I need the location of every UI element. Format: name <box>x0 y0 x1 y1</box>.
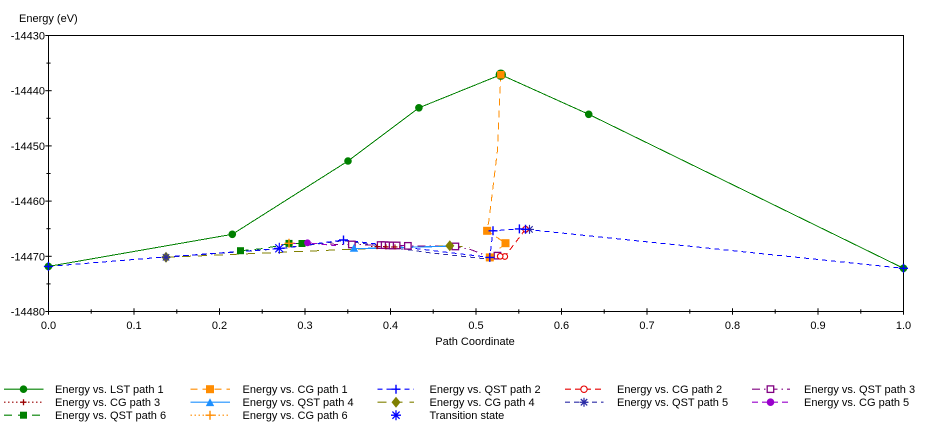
svg-text:Energy vs. CG path 6: Energy vs. CG path 6 <box>243 410 348 422</box>
svg-text:-14430: -14430 <box>11 31 45 43</box>
svg-text:Energy vs. CG path 3: Energy vs. CG path 3 <box>55 397 160 409</box>
svg-text:0.8: 0.8 <box>725 320 740 332</box>
svg-text:-14480: -14480 <box>11 307 45 319</box>
svg-text:Energy vs. LST path 1: Energy vs. LST path 1 <box>55 384 164 396</box>
svg-text:1.0: 1.0 <box>896 320 911 332</box>
svg-text:Transition state: Transition state <box>430 410 505 422</box>
svg-text:Energy (eV): Energy (eV) <box>19 13 78 25</box>
svg-text:0.0: 0.0 <box>41 320 56 332</box>
svg-text:Energy vs. CG path 4: Energy vs. CG path 4 <box>430 397 535 409</box>
svg-text:-14440: -14440 <box>11 86 45 98</box>
svg-text:0.2: 0.2 <box>212 320 227 332</box>
svg-text:0.7: 0.7 <box>639 320 654 332</box>
svg-text:-14470: -14470 <box>11 251 45 263</box>
svg-text:0.5: 0.5 <box>468 320 483 332</box>
svg-text:0.3: 0.3 <box>297 320 312 332</box>
svg-text:-14460: -14460 <box>11 196 45 208</box>
svg-text:Energy vs. QST path 2: Energy vs. QST path 2 <box>430 384 541 396</box>
svg-text:Path Coordinate: Path Coordinate <box>435 336 515 348</box>
svg-text:0.1: 0.1 <box>126 320 141 332</box>
svg-text:-14450: -14450 <box>11 141 45 153</box>
svg-text:Energy vs. QST path 3: Energy vs. QST path 3 <box>804 384 915 396</box>
svg-text:0.9: 0.9 <box>810 320 825 332</box>
svg-text:Energy vs. CG path 1: Energy vs. CG path 1 <box>243 384 348 396</box>
svg-text:0.4: 0.4 <box>383 320 398 332</box>
svg-text:Energy vs. QST path 5: Energy vs. QST path 5 <box>617 397 728 409</box>
svg-text:Energy vs. CG path 5: Energy vs. CG path 5 <box>804 397 909 409</box>
svg-text:Energy vs. QST path 6: Energy vs. QST path 6 <box>55 410 166 422</box>
svg-text:0.6: 0.6 <box>554 320 569 332</box>
svg-text:Energy vs. CG path 2: Energy vs. CG path 2 <box>617 384 722 396</box>
svg-text:Energy vs. QST path 4: Energy vs. QST path 4 <box>243 397 354 409</box>
